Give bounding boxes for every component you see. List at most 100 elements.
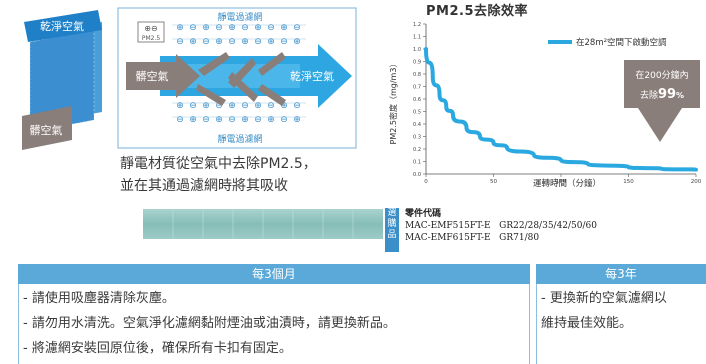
charge-symbol: ⊖ <box>241 101 249 111</box>
dirty-air-label: 髒空氣 <box>136 69 169 83</box>
charge-symbol: ⊖ <box>215 23 223 33</box>
parts-row: MAC-EMF615FT-E GR71/80 <box>405 233 540 243</box>
charge-symbol: ⊖ <box>280 115 288 125</box>
pm-badge <box>137 21 165 43</box>
chart-legend: 在28m²空間下啟動空調 <box>548 37 667 48</box>
charge-symbol: ⊖ <box>241 23 249 33</box>
optional-parts-tag: 選購品 <box>385 208 399 252</box>
charge-symbol: ⊖ <box>293 23 301 33</box>
charge-symbol: ⊕ <box>189 115 197 125</box>
charge-symbol: ⊖ <box>254 115 262 125</box>
pm25-chart: 0.0 0.1 0.2 0.3 0.4 0.5 0.6 0.7 0.8 0.9 1.0 1.1 1.2 0… <box>388 22 702 189</box>
dirty-air-arrow: 髒空氣 <box>126 54 200 98</box>
col1-header: 每3個月 <box>18 264 530 284</box>
charge-symbol: ⊕ <box>254 101 262 111</box>
y-tick-label: 0.3 <box>413 135 421 141</box>
charge-symbol: ⊕ <box>202 23 210 33</box>
caption-line2: 並在其通過濾網時將其吸收 <box>120 178 288 194</box>
charge-symbol: ⊖ <box>267 101 275 111</box>
static-mesh-top-label: 靜電過濾網 <box>217 11 262 23</box>
charge-symbol: ⊕ <box>215 115 223 125</box>
y-tick-label: 0.6 <box>413 97 421 103</box>
charge-symbol: ⊖ <box>189 101 197 111</box>
charge-symbol: ⊕ <box>267 115 275 125</box>
col1-line: - 請勿用水清洗。空氣淨化濾網黏附煙油或油漬時，請更換新品。 <box>23 316 396 331</box>
col2-line: 維持最佳效能。 <box>541 316 633 331</box>
clean-air-in-label: 乾淨空氣 <box>40 19 84 33</box>
y-tick-label: 0.0 <box>413 172 421 178</box>
parts-row: MAC-EMF515FT-E GR22/28/35/42/50/60 <box>405 221 597 231</box>
static-mesh-bottom-label: 靜電過濾網 <box>217 133 262 145</box>
clean-air-in-badge: 乾淨空氣 <box>24 10 102 42</box>
y-tick-label: 1.0 <box>413 47 421 53</box>
y-tick-label: 0.7 <box>413 85 421 91</box>
charge-symbol: ⊕ <box>176 23 184 33</box>
charge-symbol: ⊖ <box>267 23 275 33</box>
charge-symbol: ⊕ <box>254 23 262 33</box>
parts-heading: 零件代碼 <box>405 209 442 219</box>
pm-badge-label: PM2.5 <box>142 35 161 42</box>
filter-diagram: 乾淨空氣 髒空氣 靜電過濾網 ⊕⊖ PM2.5 ⊕⊖⊖⊕⊕⊖⊖⊕⊕⊖⊖⊕⊕⊖⊖⊕… <box>22 7 357 150</box>
col2-header: 每3年 <box>536 264 706 284</box>
annotation-arrow: 在200分鐘內 去除99% <box>624 60 700 142</box>
y-tick-label: 0.5 <box>413 110 421 116</box>
charge-symbol: ⊖ <box>176 37 184 47</box>
charge-symbol: ⊕ <box>228 101 236 111</box>
charge-symbol: ⊕ <box>202 101 210 111</box>
charge-symbol: ⊖ <box>202 115 210 125</box>
x-axis-label: 運轉時間（分鐘） <box>533 178 601 189</box>
annotation-line1: 在200分鐘內 <box>635 69 688 81</box>
chart-series <box>424 47 698 172</box>
charge-symbol: ⊕ <box>189 37 197 47</box>
charge-symbol: ⊕ <box>228 23 236 33</box>
charge-symbol: ⊖ <box>202 37 210 47</box>
y-axis-label: PM2.5密度（mg/m3） <box>388 60 398 145</box>
y-tick-label: 0.1 <box>413 160 421 166</box>
y-tick-label: 0.8 <box>413 72 421 78</box>
col2-line: - 更換新的空氣濾網以 <box>541 291 667 306</box>
charge-symbol: ⊖ <box>228 37 236 47</box>
charge-symbol: ⊖ <box>293 101 301 111</box>
clean-air-out-label: 乾淨空氣 <box>290 69 334 83</box>
x-tick-label: 50 <box>490 179 497 185</box>
filter-product-image <box>143 209 383 239</box>
charge-symbol: ⊖ <box>215 101 223 111</box>
col2-body: - 更換新的空氣濾網以 維持最佳效能。 <box>536 284 706 364</box>
charge-symbol: ⊕ <box>280 101 288 111</box>
charge-symbol: ⊕ <box>280 23 288 33</box>
col1-body: - 請使用吸塵器清除灰塵。 - 請勿用水清洗。空氣淨化濾網黏附煙油或油漬時，請更… <box>18 284 530 364</box>
y-tick-label: 1.1 <box>413 35 421 41</box>
parts-info: 零件代碼 MAC-EMF515FT-E GR22/28/35/42/50/60 … <box>405 208 597 244</box>
x-tick-label: 0 <box>424 179 428 185</box>
charge-symbol: ⊖ <box>254 37 262 47</box>
charge-symbol: ⊖ <box>189 23 197 33</box>
charge-symbol: ⊕ <box>215 37 223 47</box>
charge-symbol: ⊕ <box>241 37 249 47</box>
x-tick-label: 150 <box>623 179 634 185</box>
particle-arrows <box>196 52 286 106</box>
y-tick-label: 0.4 <box>413 122 421 128</box>
dirty-air-left-badge: 髒空氣 <box>22 106 72 150</box>
chart-title: PM2.5去除效率 <box>426 4 528 19</box>
annotation-line2: 去除99% <box>640 87 684 102</box>
charge-symbol: ⊕ <box>241 115 249 125</box>
legend-label: 在28m²空間下啟動空調 <box>576 37 667 48</box>
col1-line: - 請使用吸塵器清除灰塵。 <box>23 291 175 306</box>
y-tick-label: 1.2 <box>413 22 421 28</box>
dirty-air-left-label: 髒空氣 <box>30 123 63 137</box>
charge-symbol: ⊖ <box>280 37 288 47</box>
charge-symbol: ⊕ <box>293 115 301 125</box>
caption-line1: 靜電材質從空氣中去除PM2.5， <box>120 156 317 172</box>
x-tick-label: 100 <box>556 179 567 185</box>
svg-text:⊕⊖: ⊕⊖ <box>144 24 157 33</box>
filter-mesh-panel <box>29 22 102 133</box>
charge-symbol: ⊖ <box>176 115 184 125</box>
charge-symbol: ⊕ <box>293 37 301 47</box>
charge-symbol: ⊕ <box>267 37 275 47</box>
col1-line: - 將濾網安裝回原位後，確保所有卡扣有固定。 <box>23 341 292 356</box>
x-tick-label: 200 <box>691 179 702 185</box>
y-tick-label: 0.2 <box>413 147 421 153</box>
y-tick-label: 0.9 <box>413 60 421 66</box>
top-mesh-charges: ⊕ ⊖ ⊖ ⊕ ⊕ ⊖ ⊖ ⊕ ⊕ ⊖ ⊖ ⊕ ⊕ ⊖ ⊖ ⊕ ⊕ ⊖ ⊖ ⊕ <box>172 23 306 47</box>
charge-symbol: ⊕ <box>176 101 184 111</box>
